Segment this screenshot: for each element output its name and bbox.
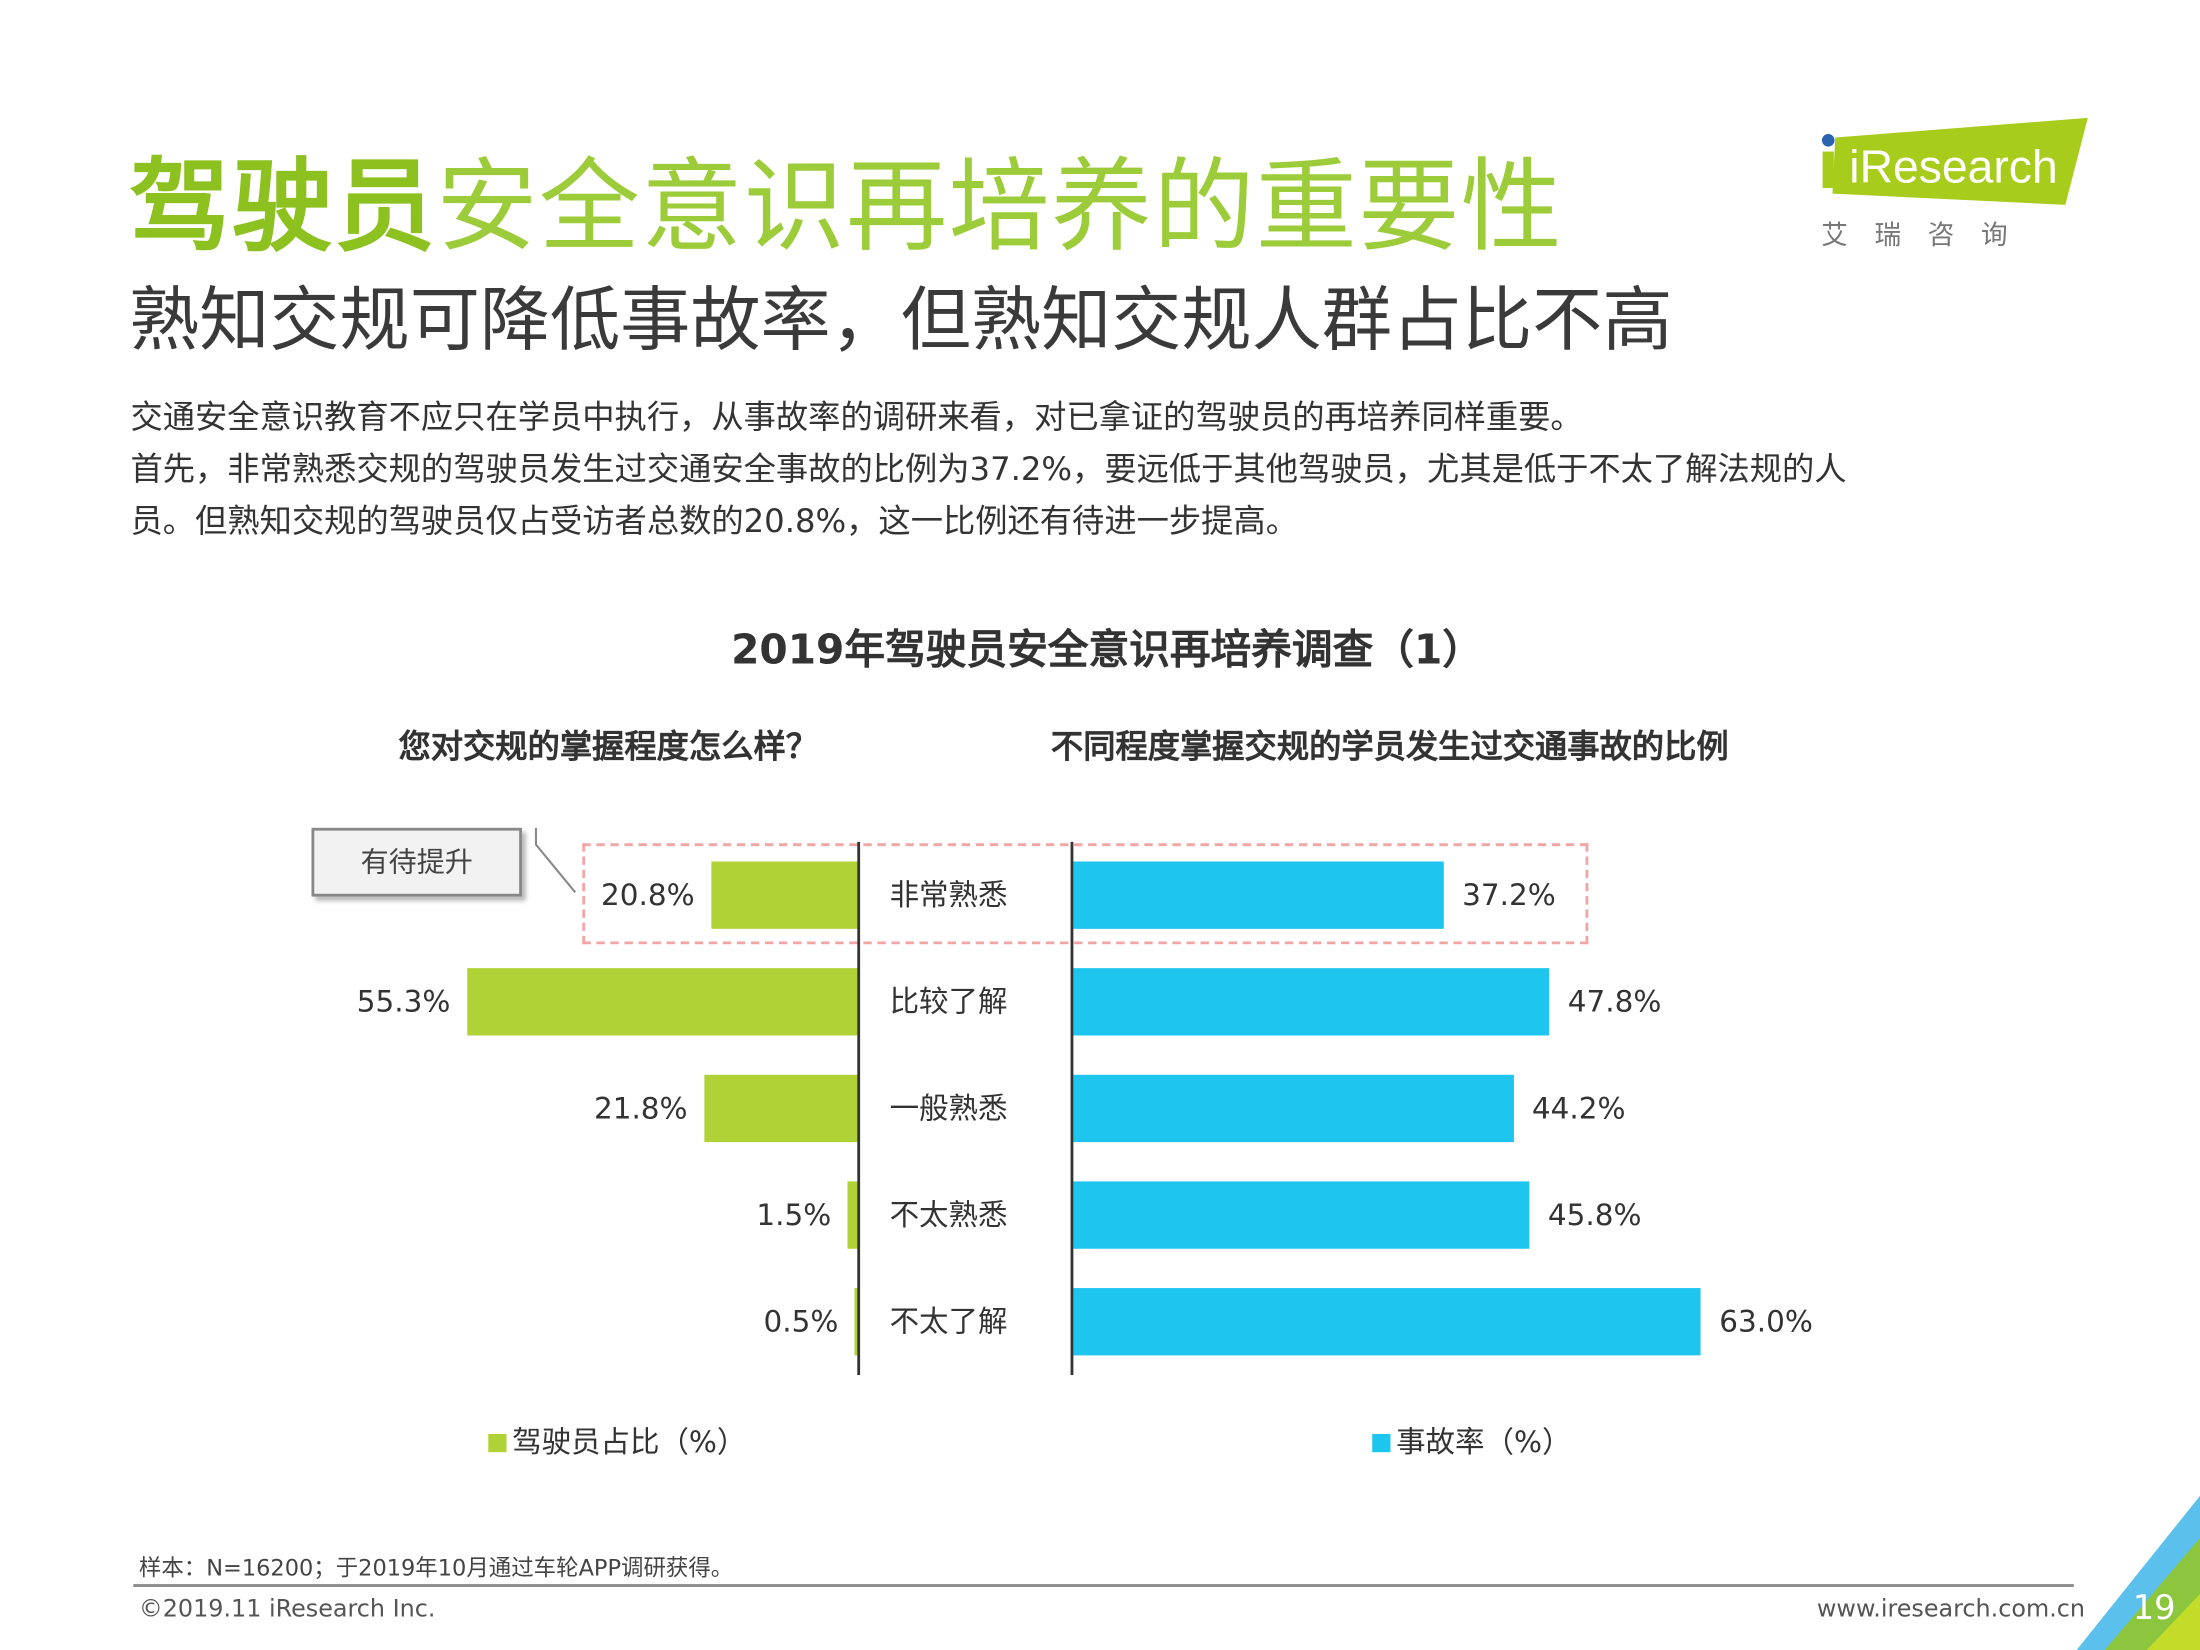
left-value-label: 0.5%	[763, 1304, 839, 1339]
right-bar	[1073, 968, 1550, 1036]
body-line: 首先，非常熟悉交规的驾驶员发生过交通安全事故的比例为37.2%，要远低于其他驾驶…	[130, 451, 1847, 489]
right-value-label: 44.2%	[1531, 1091, 1626, 1126]
category-label: 比较了解	[889, 984, 1008, 1019]
right-bar	[1073, 1288, 1701, 1356]
corner-decoration	[2076, 1495, 2200, 1650]
svg-text:艾 瑞 咨 询: 艾 瑞 咨 询	[1821, 220, 2007, 251]
highlight-dashed-box	[582, 843, 1589, 945]
callout-box: 有待提升	[311, 827, 522, 897]
left-value-label: 20.8%	[601, 878, 695, 913]
left-chart-subtitle: 您对交规的掌握程度怎么样？	[398, 729, 819, 767]
legend-swatch-green	[488, 1433, 507, 1453]
left-bar	[855, 1288, 859, 1356]
iresearch-logo: iResearch 艾 瑞 咨 询	[1821, 117, 2088, 251]
right-bar	[1073, 1181, 1530, 1249]
left-bar	[467, 968, 859, 1036]
left-bar	[848, 1181, 859, 1249]
footer-divider	[133, 1584, 2074, 1587]
left-bar	[711, 861, 859, 929]
right-value-label: 47.8%	[1567, 984, 1662, 1019]
page-number: 19	[2132, 1588, 2176, 1628]
page-subtitle: 熟知交规可降低事故率，但熟知交规人群占比不高	[129, 279, 1673, 361]
category-label: 一般熟悉	[889, 1091, 1008, 1126]
copyright: ©2019.11 iResearch Inc.	[138, 1595, 436, 1624]
right-axis-line	[1070, 841, 1074, 1376]
right-chart-subtitle: 不同程度掌握交规的学员发生过交通事故的比例	[1050, 729, 1729, 767]
right-bar	[1073, 861, 1444, 929]
category-label: 不太了解	[889, 1304, 1008, 1339]
left-bar	[704, 1074, 859, 1143]
right-value-label: 45.8%	[1547, 1198, 1642, 1232]
left-value-label: 21.8%	[593, 1091, 688, 1126]
right-value-label: 37.2%	[1462, 878, 1556, 913]
category-label: 非常熟悉	[889, 878, 1008, 913]
website-link[interactable]: www.iresearch.com.cn	[1816, 1595, 2086, 1624]
legend-right: 事故率（%）	[1372, 1420, 1571, 1462]
legend-left: 驾驶员占比（%）	[488, 1420, 746, 1462]
right-value-label: 63.0%	[1719, 1304, 1813, 1339]
right-bar	[1073, 1074, 1514, 1143]
chart-title: 2019年驾驶员安全意识再培养调查（1）	[731, 625, 1484, 674]
sample-note: 样本：N=16200；于2019年10月通过车轮APP调研获得。	[138, 1554, 734, 1582]
page-title: 驾驶员安全意识再培养的重要性	[129, 147, 1564, 266]
left-axis-line	[857, 841, 861, 1376]
callout-connector	[534, 827, 577, 894]
left-value-label: 1.5%	[756, 1198, 832, 1232]
category-label: 不太熟悉	[889, 1198, 1008, 1232]
svg-text:iResearch: iResearch	[1849, 140, 2057, 192]
body-line: 交通安全意识教育不应只在学员中执行，从事故率的调研来看，对已拿证的驾驶员的再培养…	[130, 399, 1583, 437]
body-line: 员。但熟知交规的驾驶员仅占受访者总数的20.8%，这一比例还有待进一步提高。	[130, 503, 1298, 541]
left-value-label: 55.3%	[356, 984, 451, 1019]
legend-swatch-blue	[1372, 1433, 1391, 1453]
